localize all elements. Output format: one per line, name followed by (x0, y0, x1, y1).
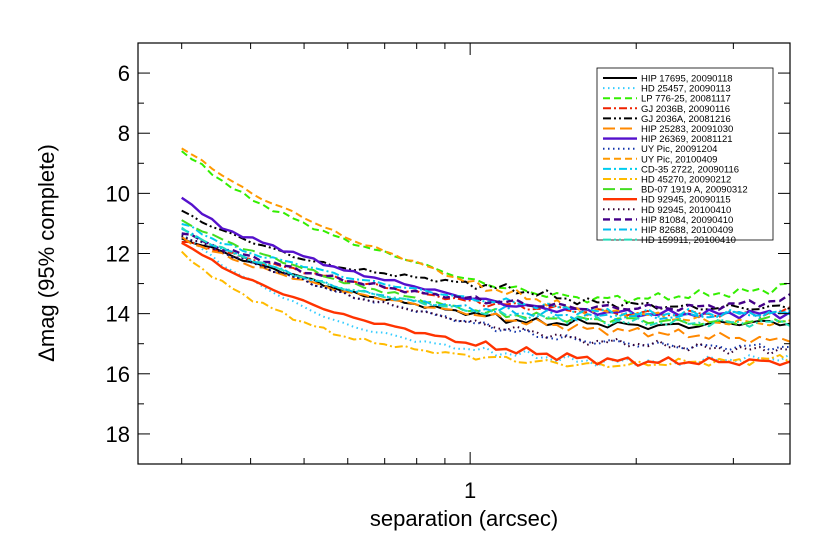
series-line-hip-82688-20100409 (181, 227, 791, 322)
series-line-hd-92945-20090115 (181, 241, 791, 367)
y-tick-label: 16 (106, 362, 130, 387)
series-line-hip-26369-20081121 (181, 196, 791, 320)
legend-label: HIP 26369, 20081121 (641, 134, 733, 145)
legend-label: GJ 2036A, 20081216 (641, 114, 731, 125)
legend-label: CD-35 2722, 20090116 (641, 164, 739, 175)
series-layer (180, 147, 791, 368)
series-line-lp-776-25-20081117 (181, 150, 791, 304)
legend-label: UY Pic, 20100409 (641, 154, 717, 165)
legend-label: HD 45270, 20090212 (641, 175, 731, 186)
x-axis-title: separation (arcsec) (370, 506, 558, 531)
legend-label: HIP 81084, 20090410 (641, 215, 733, 226)
y-axis-title: Δmag (95% complete) (34, 144, 59, 362)
legend-label: HIP 82688, 20100409 (641, 225, 733, 236)
y-tick-label: 8 (118, 121, 130, 146)
legend-label: UY Pic, 20091204 (641, 144, 717, 155)
series-line-hip-25283-20091030 (181, 235, 791, 344)
legend-label: HD 159911, 20100410 (641, 235, 736, 246)
series-line-gj-2036b-20090116 (181, 240, 791, 319)
y-tick-label: 14 (106, 302, 130, 327)
legend-label: HIP 17695, 20090118 (641, 74, 733, 85)
series-line-bd-07-1919-a-20090312 (181, 219, 791, 326)
legend-label: HD 25457, 20090113 (641, 84, 731, 95)
legend-label: HD 92945, 20100410 (641, 205, 731, 216)
y-tick-label: 10 (106, 181, 130, 206)
y-tick-label: 18 (106, 422, 130, 447)
series-line-cd-35-2722-20090116 (181, 223, 791, 320)
y-tick-label: 12 (106, 242, 130, 267)
series-line-hip-81084-20090410 (181, 232, 791, 312)
series-line-uy-pic-20100409 (181, 147, 791, 327)
legend-label: BD-07 1919 A, 20090312 (641, 185, 748, 196)
legend-label: HD 92945, 20090115 (641, 195, 731, 206)
series-line-hd-92945-20100410 (181, 234, 791, 356)
legend-label: LP 776-25, 20081117 (641, 94, 731, 105)
legend-label: HIP 25283, 20091030 (641, 124, 733, 135)
x-tick-label: 1 (464, 478, 476, 503)
y-tick-label: 6 (118, 61, 130, 86)
legend-label: GJ 2036B, 20090116 (641, 104, 730, 115)
axis-layer: 6 8 10 12 14 16 18 1 (106, 42, 790, 503)
series-line-hd-159911-20100410 (181, 226, 791, 328)
legend-box (596, 67, 774, 241)
